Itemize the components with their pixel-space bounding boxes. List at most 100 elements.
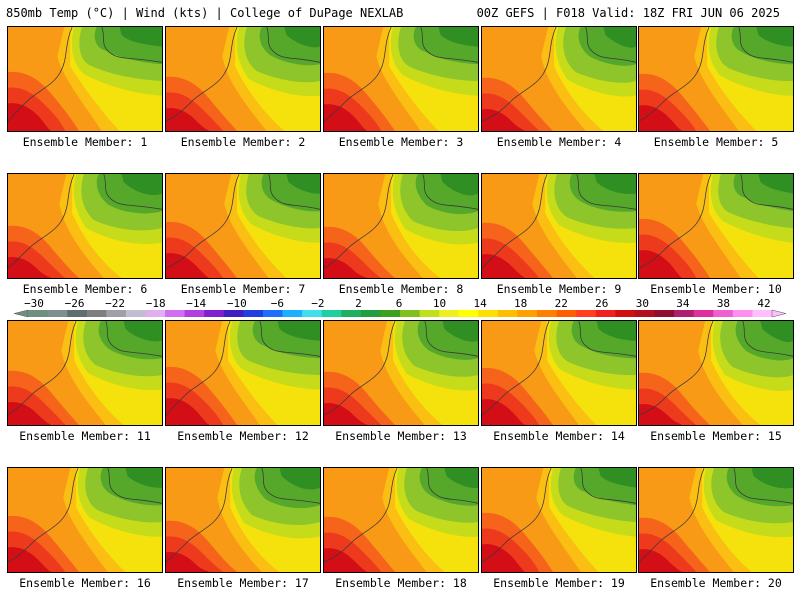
ensemble-member-label: Ensemble Member: 4 xyxy=(496,135,622,149)
ensemble-member-label: Ensemble Member: 2 xyxy=(180,135,306,149)
colorbar-tick-label: −22 xyxy=(105,298,125,310)
ensemble-map-1 xyxy=(7,26,163,132)
temperature-band xyxy=(286,174,320,194)
ensemble-map-4 xyxy=(481,26,637,132)
colorbar-tick-label: 18 xyxy=(514,298,527,310)
temperature-band xyxy=(8,103,52,131)
boundary-line xyxy=(324,468,478,563)
colorbar-swatch xyxy=(419,310,440,317)
colorbar-tick-label: 42 xyxy=(757,298,770,310)
colorbar-swatch xyxy=(497,310,518,317)
boundary-line xyxy=(166,174,320,269)
temperature-band xyxy=(166,108,210,131)
colorbar-swatch xyxy=(106,310,127,317)
temperature-band xyxy=(751,468,793,489)
boundary-line xyxy=(8,321,162,416)
colorbar-swatch xyxy=(165,310,186,317)
ensemble-map-12 xyxy=(165,320,321,426)
temperature-band xyxy=(438,27,478,47)
temperature-band xyxy=(760,321,793,343)
temperature-band xyxy=(8,257,52,278)
boundary-line xyxy=(166,468,320,563)
colorbar-tick-label: 2 xyxy=(355,298,362,310)
colorbar-tick-label: −18 xyxy=(146,298,166,310)
colorbar-swatch xyxy=(243,310,264,317)
colorbar-swatch xyxy=(321,310,342,317)
temperature-band xyxy=(482,109,526,131)
colorbar-swatch xyxy=(732,310,753,317)
temperature-band xyxy=(166,551,210,572)
ensemble-map-17 xyxy=(165,467,321,573)
temperature-band xyxy=(284,27,320,48)
colorbar-swatch xyxy=(634,310,656,317)
ensemble-member-label: Ensemble Member: 9 xyxy=(496,282,622,296)
temperature-band xyxy=(8,402,52,425)
boundary-line xyxy=(324,174,478,269)
ensemble-map-3 xyxy=(323,26,479,132)
temperature-band xyxy=(166,398,210,425)
boundary-line xyxy=(639,27,793,122)
temperature-band xyxy=(594,174,636,195)
ensemble-member-label: Ensemble Member: 18 xyxy=(335,576,467,590)
temperature-band xyxy=(639,404,683,425)
colorbar-swatch xyxy=(223,310,244,317)
boundary-line xyxy=(639,468,793,563)
colorbar-swatch xyxy=(595,310,616,317)
boundary-line xyxy=(324,321,478,416)
colorbar-tick-label: 30 xyxy=(636,298,649,310)
colorbar-swatch xyxy=(302,310,323,317)
colorbar-swatch xyxy=(556,310,577,317)
colorbar-swatch xyxy=(478,310,499,317)
colorbar-swatch xyxy=(360,310,381,317)
temperature-band xyxy=(125,468,162,488)
ensemble-map-11 xyxy=(7,320,163,426)
temperature-colorbar: −30 −26 −22 −18 −14 −10 −6 −2 2 6 10 14 18 22 26 30 34 38… xyxy=(13,298,787,318)
ensemble-map-13 xyxy=(323,320,479,426)
ensemble-map-6 xyxy=(7,173,163,279)
temperature-band xyxy=(596,321,636,341)
colorbar-tick-label: 6 xyxy=(396,298,403,310)
temperature-band xyxy=(324,104,368,131)
boundary-line xyxy=(8,468,162,563)
colorbar-swatch xyxy=(654,310,675,317)
boundary-line xyxy=(639,174,793,269)
ensemble-map-5 xyxy=(638,26,794,132)
colorbar-swatch xyxy=(517,310,538,317)
colorbar-swatch xyxy=(282,310,303,317)
ensemble-member-label: Ensemble Member: 15 xyxy=(650,429,782,443)
colorbar-tick-label: −10 xyxy=(227,298,247,310)
temperature-band xyxy=(639,105,683,131)
temperature-band xyxy=(324,548,368,572)
temperature-band xyxy=(324,257,368,278)
temperature-band xyxy=(482,254,526,278)
ensemble-member-label: Ensemble Member: 6 xyxy=(22,282,148,296)
colorbar-tick-label: 14 xyxy=(473,298,487,310)
product-title: 850mb Temp (°C) | Wind (kts) | College o… xyxy=(6,6,404,20)
colorbar-swatch xyxy=(28,310,49,317)
temperature-band xyxy=(758,174,793,194)
ensemble-map-15 xyxy=(638,320,794,426)
ensemble-map-18 xyxy=(323,467,479,573)
colorbar-swatch xyxy=(47,310,68,317)
colorbar-swatch xyxy=(615,310,636,317)
boundary-line xyxy=(8,27,162,122)
temperature-band xyxy=(121,174,162,196)
temperature-band xyxy=(440,174,478,196)
ensemble-member-label: Ensemble Member: 14 xyxy=(493,429,625,443)
temperature-band xyxy=(277,321,320,341)
colorbar-swatch xyxy=(184,310,205,317)
temperature-band xyxy=(8,547,52,572)
colorbar-swatch xyxy=(86,310,107,317)
ensemble-member-label: Ensemble Member: 12 xyxy=(177,429,309,443)
ensemble-map-8 xyxy=(323,173,479,279)
temperature-band xyxy=(123,321,162,342)
ensemble-map-10 xyxy=(638,173,794,279)
colorbar-swatch xyxy=(576,310,597,317)
colorbar-swatch xyxy=(439,310,460,317)
ensemble-map-7 xyxy=(165,173,321,279)
temperature-band xyxy=(444,468,478,489)
ensemble-member-label: Ensemble Member: 8 xyxy=(338,282,464,296)
colorbar-tick-label: −6 xyxy=(271,298,284,310)
temperature-band xyxy=(279,468,320,490)
colorbar-swatch xyxy=(537,310,558,317)
